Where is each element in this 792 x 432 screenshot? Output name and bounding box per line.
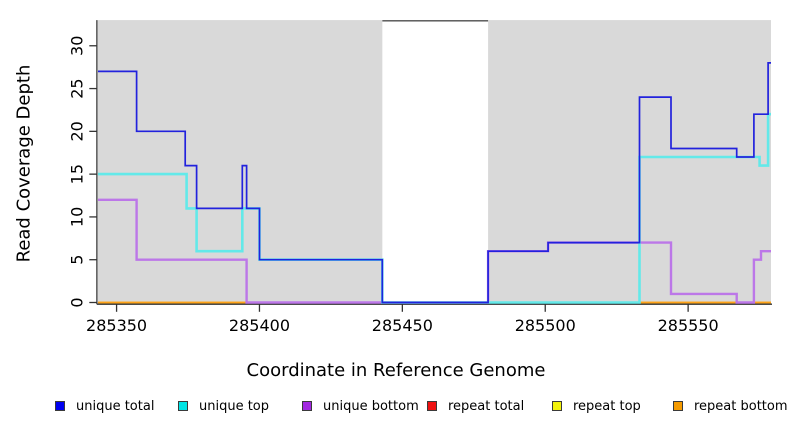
legend-item-unique-top: unique top [178, 397, 269, 415]
legend-swatch-repeat-total [427, 401, 437, 411]
legend-label: unique top [199, 398, 270, 414]
legend-swatch-unique-bottom [302, 401, 312, 411]
legend-label: unique total [76, 398, 155, 414]
legend-item-repeat-bottom: repeat bottom [673, 397, 788, 415]
x-tick-label: 285550 [658, 316, 719, 335]
y-tick-label: 15 [68, 164, 87, 184]
legend-label: unique bottom [323, 398, 419, 414]
x-axis-title: Coordinate in Reference Genome [246, 360, 546, 381]
y-tick-label: 25 [68, 78, 87, 98]
legend-label: repeat top [573, 398, 641, 414]
y-tick-label: 5 [68, 255, 87, 265]
legend-swatch-repeat-bottom [673, 401, 683, 411]
legend-label: repeat bottom [694, 398, 788, 414]
legend-swatch-unique-top [178, 401, 188, 411]
x-tick-label: 285500 [515, 316, 576, 335]
legend-swatch-unique-total [55, 401, 65, 411]
masked-region [382, 20, 489, 304]
legend-item-unique-total: unique total [55, 397, 154, 415]
y-axis-title: Read Coverage Depth [13, 64, 35, 263]
x-tick-label: 285450 [372, 316, 433, 335]
legend-label: repeat total [448, 398, 525, 414]
y-tick-label: 20 [68, 121, 87, 141]
legend-swatch-repeat-top [552, 401, 562, 411]
series-line-unique-total [98, 62, 771, 304]
legend-item-repeat-top: repeat top [552, 397, 641, 415]
legend-item-repeat-total: repeat total [427, 397, 524, 415]
y-tick-label: 0 [68, 297, 87, 307]
chart-legend: unique total unique top unique bottom repea… [0, 397, 792, 419]
x-tick-label: 285400 [229, 316, 290, 335]
y-tick-label: 10 [68, 207, 87, 227]
legend-item-unique-bottom: unique bottom [302, 397, 419, 415]
x-tick-label: 285350 [86, 316, 147, 335]
y-tick-label: 30 [68, 36, 87, 56]
